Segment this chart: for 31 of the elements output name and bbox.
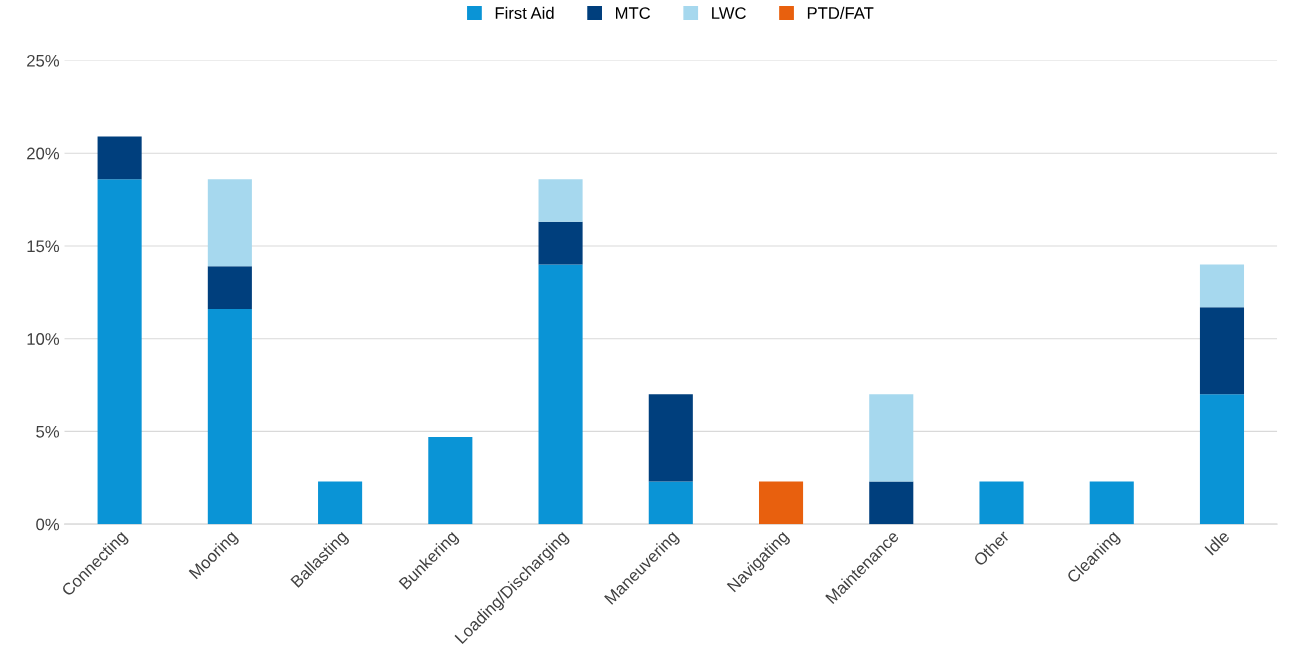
bar	[869, 481, 914, 525]
y-tick-label: 5%	[36, 425, 60, 438]
bar	[1199, 264, 1245, 308]
bar	[1199, 307, 1245, 395]
bar	[538, 221, 583, 265]
bar	[648, 481, 693, 525]
bar	[869, 394, 914, 482]
bar	[1199, 394, 1245, 525]
bar	[207, 266, 252, 310]
legend-label: First Aid	[495, 6, 554, 19]
legend-label: MTC	[616, 7, 651, 19]
bar	[538, 264, 583, 525]
bar	[428, 436, 473, 525]
y-tick-label: 10%	[27, 333, 60, 345]
legend-label: PTD/FAT	[807, 6, 874, 19]
bar	[318, 481, 363, 525]
bar	[207, 179, 252, 267]
bar	[648, 394, 693, 482]
legend-label: LWC	[712, 7, 746, 19]
bar	[1089, 481, 1134, 525]
bar	[979, 481, 1024, 525]
bar	[207, 309, 252, 525]
bar	[758, 481, 804, 525]
x-tick-label: Idle	[1204, 529, 1231, 556]
y-tick-label: 0%	[36, 518, 60, 531]
bar	[97, 179, 142, 525]
y-tick-label: 15%	[27, 240, 60, 253]
bar	[538, 179, 583, 222]
bar	[97, 136, 142, 180]
y-tick-label: 20%	[27, 147, 60, 160]
y-tick-label: 25%	[27, 54, 60, 67]
